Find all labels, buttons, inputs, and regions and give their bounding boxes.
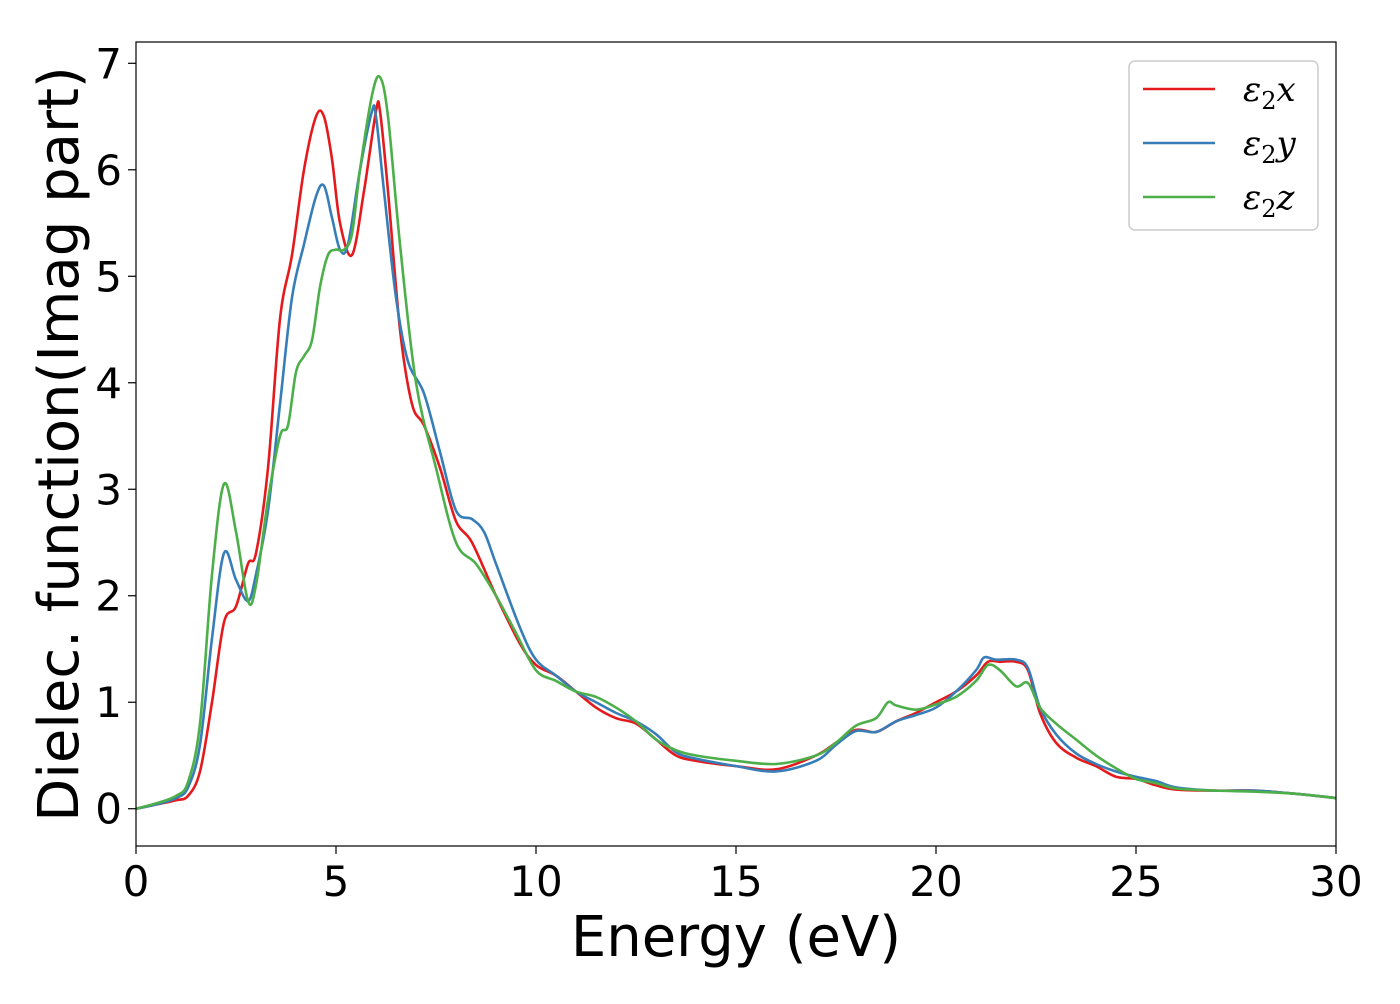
y-tick-label: 4: [95, 359, 122, 408]
y-tick-label: 6: [95, 146, 122, 195]
y-tick-label: 2: [95, 572, 122, 621]
legend-label-2: ε2y: [1243, 124, 1297, 169]
legend-box: [1128, 60, 1319, 231]
y-tick-label: 3: [95, 465, 122, 514]
y-tick-label: 1: [95, 678, 122, 727]
x-axis-label: Energy (eV): [571, 905, 901, 970]
y-tick-label: 7: [95, 39, 122, 88]
x-tick-label: 10: [509, 857, 562, 906]
plot-frame: [135, 41, 1337, 847]
x-tick-label: 25: [1109, 857, 1162, 906]
y-tick-label: 5: [95, 252, 122, 301]
x-tick-label: 5: [323, 857, 350, 906]
y-axis-label: Dielec. function(Imag part): [27, 66, 92, 822]
legend: ε2x ε2y ε2z: [1128, 60, 1319, 231]
x-tick-label: 30: [1309, 857, 1362, 906]
y-axis-ticks: 0 1 2 3 4 5 6 7: [95, 39, 136, 834]
x-tick-label: 20: [909, 857, 962, 906]
series-line-2: [135, 104, 1337, 811]
y-tick-label: 0: [95, 785, 122, 834]
x-axis-ticks: 0 5 10 15 20 25 30: [123, 846, 1363, 906]
legend-label-3: ε2z: [1243, 178, 1296, 223]
series-layer: [135, 74, 1337, 811]
x-tick-label: 0: [123, 857, 150, 906]
x-tick-label: 15: [709, 857, 762, 906]
series-line-3: [135, 74, 1337, 810]
legend-label-1: ε2x: [1243, 70, 1296, 115]
